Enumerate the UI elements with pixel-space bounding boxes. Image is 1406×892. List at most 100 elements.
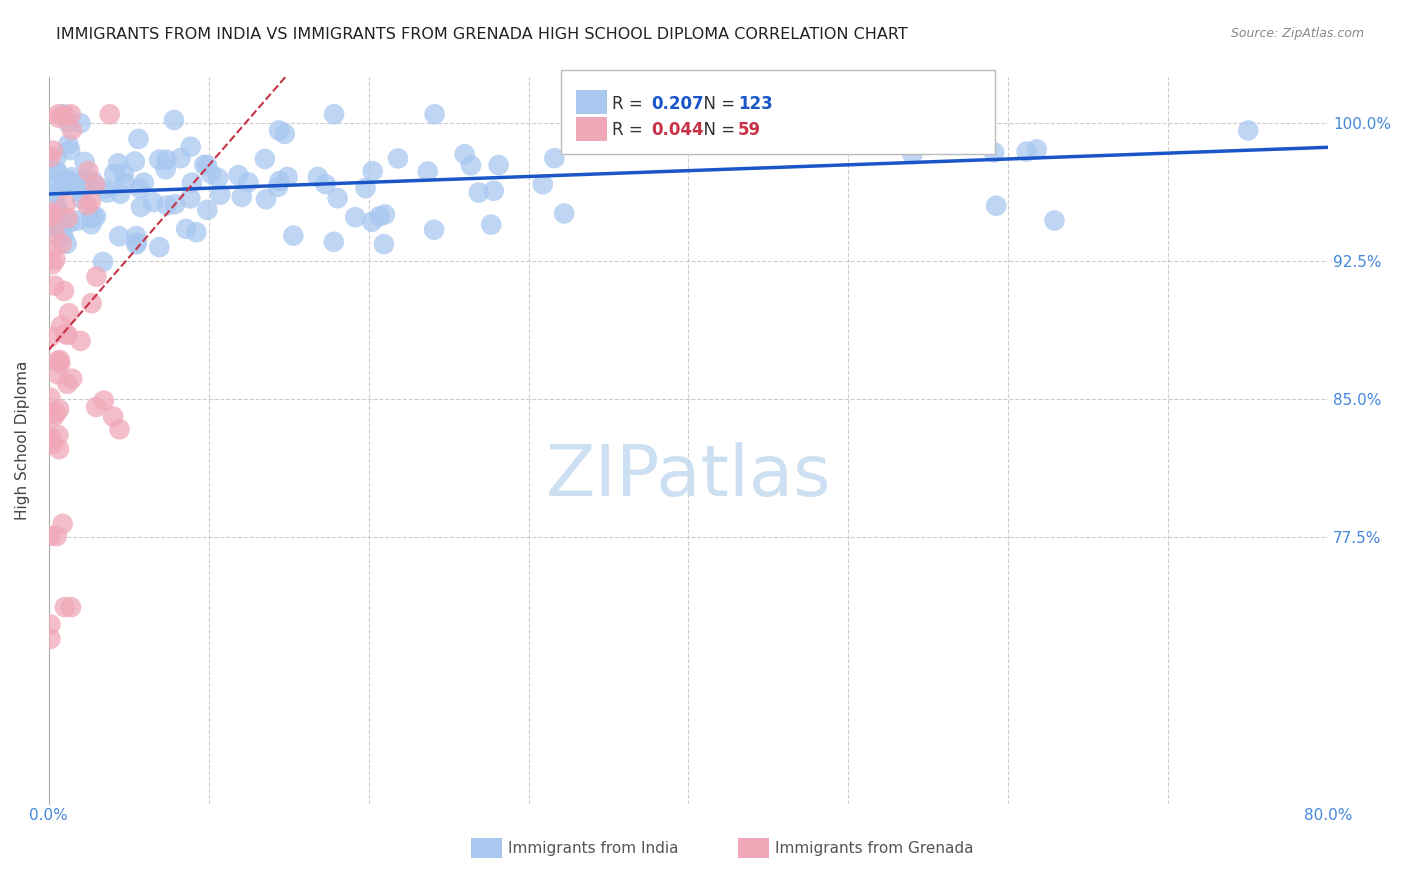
Point bbox=[42, 409, 65, 424]
Text: 0.207: 0.207 bbox=[651, 95, 703, 112]
Point bbox=[46, 368, 69, 382]
Point bbox=[58, 306, 80, 320]
Point bbox=[114, 176, 136, 190]
Text: R =: R = bbox=[612, 121, 648, 139]
Point bbox=[132, 176, 155, 190]
Point bbox=[1015, 145, 1038, 159]
Point bbox=[59, 143, 82, 157]
Point bbox=[155, 153, 177, 167]
Point bbox=[307, 169, 329, 184]
Point bbox=[322, 235, 344, 249]
Point bbox=[986, 199, 1008, 213]
Point bbox=[59, 107, 82, 121]
Point bbox=[93, 393, 115, 408]
Point bbox=[274, 127, 297, 141]
Text: 59: 59 bbox=[738, 121, 761, 139]
Point bbox=[56, 376, 79, 391]
Point bbox=[553, 206, 575, 220]
Point bbox=[163, 113, 186, 128]
Point bbox=[80, 194, 103, 209]
Point bbox=[1237, 123, 1260, 137]
Point bbox=[58, 137, 80, 152]
Point bbox=[901, 147, 924, 161]
Point bbox=[488, 158, 510, 172]
Point bbox=[55, 236, 77, 251]
Point bbox=[80, 217, 103, 231]
Point bbox=[531, 178, 554, 192]
Point bbox=[156, 198, 179, 212]
Point bbox=[174, 222, 197, 236]
Point bbox=[45, 219, 67, 234]
Point bbox=[72, 175, 94, 189]
Point bbox=[124, 154, 146, 169]
Point bbox=[39, 391, 62, 405]
Point bbox=[195, 158, 218, 172]
Point bbox=[45, 150, 67, 164]
Point bbox=[41, 257, 63, 271]
Point bbox=[70, 192, 93, 206]
Point bbox=[84, 400, 107, 414]
Point bbox=[42, 144, 65, 158]
Point bbox=[39, 204, 62, 219]
Text: Source: ZipAtlas.com: Source: ZipAtlas.com bbox=[1230, 27, 1364, 40]
Point bbox=[46, 166, 69, 180]
Point bbox=[96, 186, 118, 200]
Point bbox=[49, 356, 72, 370]
Point bbox=[51, 516, 73, 531]
Point bbox=[45, 219, 67, 233]
Point bbox=[354, 181, 377, 195]
Text: 123: 123 bbox=[738, 95, 773, 112]
Point bbox=[128, 181, 150, 195]
Point bbox=[361, 215, 384, 229]
Point bbox=[129, 200, 152, 214]
Point bbox=[44, 227, 66, 241]
Point bbox=[39, 150, 62, 164]
Point bbox=[373, 237, 395, 252]
Point bbox=[53, 176, 76, 190]
Point bbox=[193, 158, 215, 172]
Point bbox=[125, 235, 148, 250]
Point bbox=[107, 156, 129, 170]
Point bbox=[52, 229, 75, 244]
Point bbox=[69, 116, 91, 130]
Point bbox=[195, 202, 218, 217]
Point bbox=[856, 125, 879, 139]
Point bbox=[93, 182, 115, 196]
Point bbox=[49, 215, 72, 229]
Point bbox=[67, 177, 90, 191]
Point bbox=[72, 181, 94, 195]
Point bbox=[200, 167, 222, 181]
Point bbox=[103, 167, 125, 181]
Point bbox=[125, 229, 148, 244]
Point bbox=[48, 111, 70, 125]
Point bbox=[55, 197, 77, 211]
Point bbox=[238, 176, 260, 190]
Point bbox=[70, 186, 93, 200]
Point bbox=[56, 211, 79, 226]
Point bbox=[186, 225, 208, 239]
Point bbox=[479, 218, 502, 232]
Point bbox=[45, 529, 67, 543]
Point bbox=[51, 318, 73, 333]
Point bbox=[59, 215, 82, 229]
Point bbox=[48, 402, 70, 417]
Text: N =: N = bbox=[693, 95, 741, 112]
Point bbox=[686, 107, 709, 121]
Point bbox=[84, 210, 107, 224]
Text: Immigrants from India: Immigrants from India bbox=[508, 841, 678, 855]
Point bbox=[60, 123, 83, 137]
Point bbox=[84, 178, 107, 192]
Point bbox=[269, 174, 291, 188]
Point bbox=[45, 176, 67, 190]
Point bbox=[53, 326, 76, 341]
Point bbox=[56, 116, 79, 130]
Point bbox=[207, 171, 229, 186]
Point bbox=[39, 407, 62, 421]
Point bbox=[179, 191, 201, 205]
Point bbox=[39, 330, 62, 344]
Point bbox=[103, 409, 125, 424]
Text: R =: R = bbox=[612, 95, 648, 112]
Point bbox=[48, 107, 70, 121]
Point bbox=[48, 428, 70, 442]
Point bbox=[374, 207, 396, 221]
